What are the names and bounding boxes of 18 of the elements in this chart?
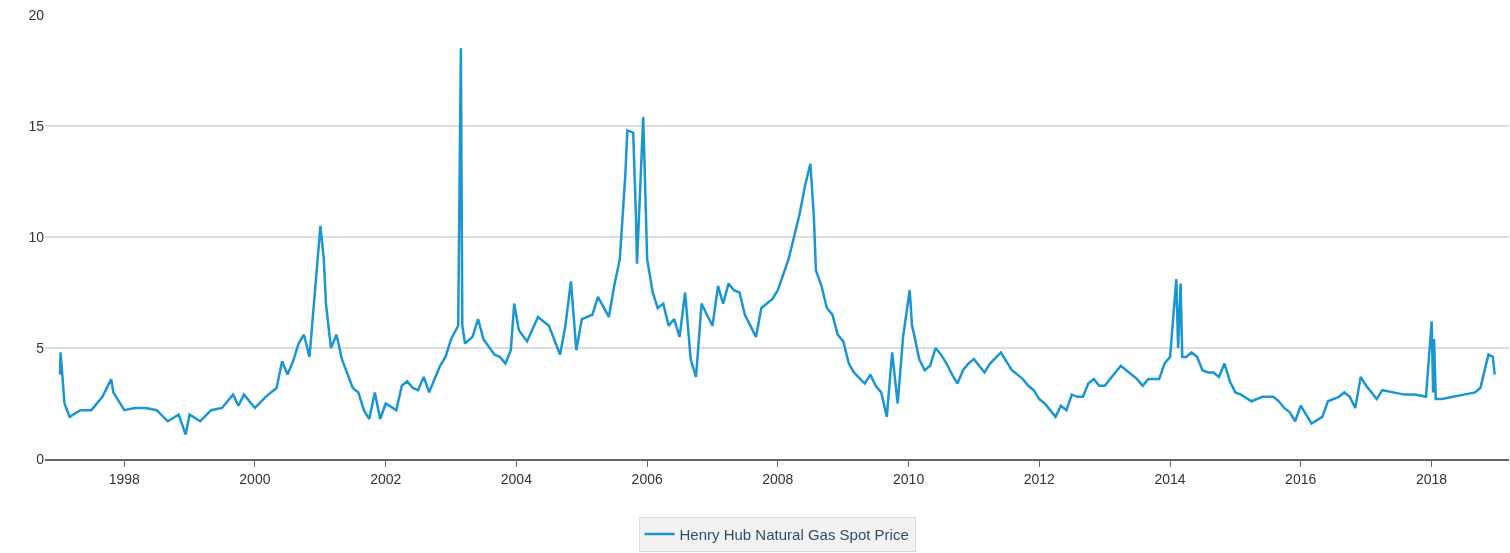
x-tick-label: 1998 xyxy=(108,470,141,487)
y-tick-label: 10 xyxy=(28,228,45,245)
y-tick-label: 0 xyxy=(36,450,45,467)
x-tick-label: 2018 xyxy=(1415,470,1448,487)
x-tick-label: 2016 xyxy=(1285,470,1317,487)
line-series xyxy=(58,47,1496,436)
x-tick-label: 2006 xyxy=(631,470,663,487)
x-tick-label: 2004 xyxy=(500,470,533,487)
y-tick-label: 15 xyxy=(28,117,45,134)
x-tick-label: 2002 xyxy=(370,470,402,487)
x-tick-label: 2014 xyxy=(1154,470,1186,487)
x-tick-label: 2008 xyxy=(762,470,794,487)
x-tick-label: 2010 xyxy=(893,470,925,487)
y-tick-label: 20 xyxy=(28,6,45,23)
legend-label: Henry Hub Natural Gas Spot Price xyxy=(679,525,909,543)
x-tick-label: 2000 xyxy=(239,470,271,487)
x-tick-label: 2012 xyxy=(1023,470,1056,487)
y-tick-label: 5 xyxy=(36,339,45,356)
